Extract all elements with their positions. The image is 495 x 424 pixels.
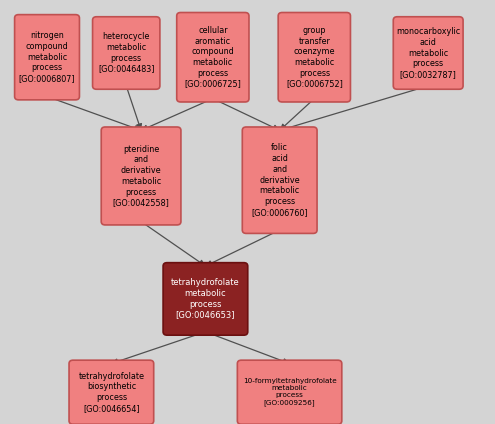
FancyBboxPatch shape (93, 17, 160, 89)
FancyBboxPatch shape (242, 127, 317, 233)
FancyBboxPatch shape (101, 127, 181, 225)
Text: tetrahydrofolate
biosynthetic
process
[GO:0046654]: tetrahydrofolate biosynthetic process [G… (78, 371, 145, 413)
FancyBboxPatch shape (163, 263, 248, 335)
Text: group
transfer
coenzyme
metabolic
process
[GO:0006752]: group transfer coenzyme metabolic proces… (286, 26, 343, 89)
Text: monocarboxylic
acid
metabolic
process
[GO:0032787]: monocarboxylic acid metabolic process [G… (396, 27, 460, 79)
Text: folic
acid
and
derivative
metabolic
process
[GO:0006760]: folic acid and derivative metabolic proc… (251, 143, 308, 217)
Text: heterocycle
metabolic
process
[GO:0046483]: heterocycle metabolic process [GO:004648… (98, 32, 154, 74)
Text: pteridine
and
derivative
metabolic
process
[GO:0042558]: pteridine and derivative metabolic proce… (113, 145, 169, 207)
FancyBboxPatch shape (69, 360, 153, 424)
Text: 10-formyltetrahydrofolate
metabolic
process
[GO:0009256]: 10-formyltetrahydrofolate metabolic proc… (243, 378, 337, 407)
FancyBboxPatch shape (393, 17, 463, 89)
FancyBboxPatch shape (15, 14, 79, 100)
Text: cellular
aromatic
compound
metabolic
process
[GO:0006725]: cellular aromatic compound metabolic pro… (185, 26, 241, 89)
Text: tetrahydrofolate
metabolic
process
[GO:0046653]: tetrahydrofolate metabolic process [GO:0… (171, 278, 240, 320)
FancyBboxPatch shape (237, 360, 342, 424)
FancyBboxPatch shape (177, 13, 249, 102)
Text: nitrogen
compound
metabolic
process
[GO:0006807]: nitrogen compound metabolic process [GO:… (19, 31, 75, 83)
FancyBboxPatch shape (278, 13, 350, 102)
